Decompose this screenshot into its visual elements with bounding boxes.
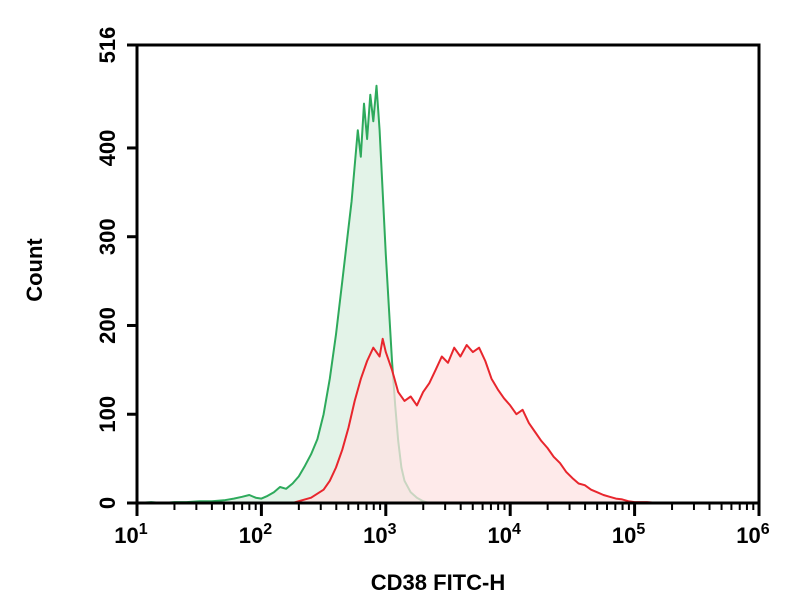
y-tick-label: 100 [95, 396, 120, 433]
y-axis-title: Count [22, 238, 47, 302]
x-tick-exponent: 5 [636, 521, 645, 538]
x-tick-exponent: 2 [263, 521, 272, 538]
x-tick-label: 104 [488, 521, 521, 548]
plot-frame [135, 43, 761, 505]
x-tick-base: 10 [488, 523, 512, 548]
x-tick-label: 101 [114, 521, 147, 548]
series-1-line [136, 84, 430, 504]
x-axis-title: CD38 FITC-H [371, 570, 505, 595]
x-tick-label: 106 [736, 521, 769, 548]
x-tick-base: 10 [114, 523, 138, 548]
y-tick-label: 200 [95, 307, 120, 344]
x-tick-base: 10 [363, 523, 387, 548]
y-tick-label: 0 [95, 497, 120, 509]
x-tick-base: 10 [239, 523, 263, 548]
x-tick-exponent: 3 [388, 521, 397, 538]
x-tick-label: 105 [612, 521, 645, 548]
x-tick-base: 10 [612, 523, 636, 548]
y-tick-label: 516 [95, 27, 120, 64]
x-tick-exponent: 1 [139, 521, 148, 538]
x-tick-label: 103 [363, 521, 396, 548]
series-layer [136, 84, 660, 504]
series-2-area [292, 338, 660, 503]
x-axis: 101 102 103 104 105 106 [114, 503, 770, 548]
x-tick-label: 102 [239, 521, 272, 548]
series-2-line [292, 337, 660, 504]
y-tick-label: 300 [95, 218, 120, 255]
x-tick-exponent: 4 [512, 521, 521, 538]
x-tick-base: 10 [736, 523, 760, 548]
x-tick-exponent: 6 [761, 521, 770, 538]
y-axis: 0 100 200 300 400 516 [95, 27, 137, 509]
y-tick-label: 400 [95, 130, 120, 167]
